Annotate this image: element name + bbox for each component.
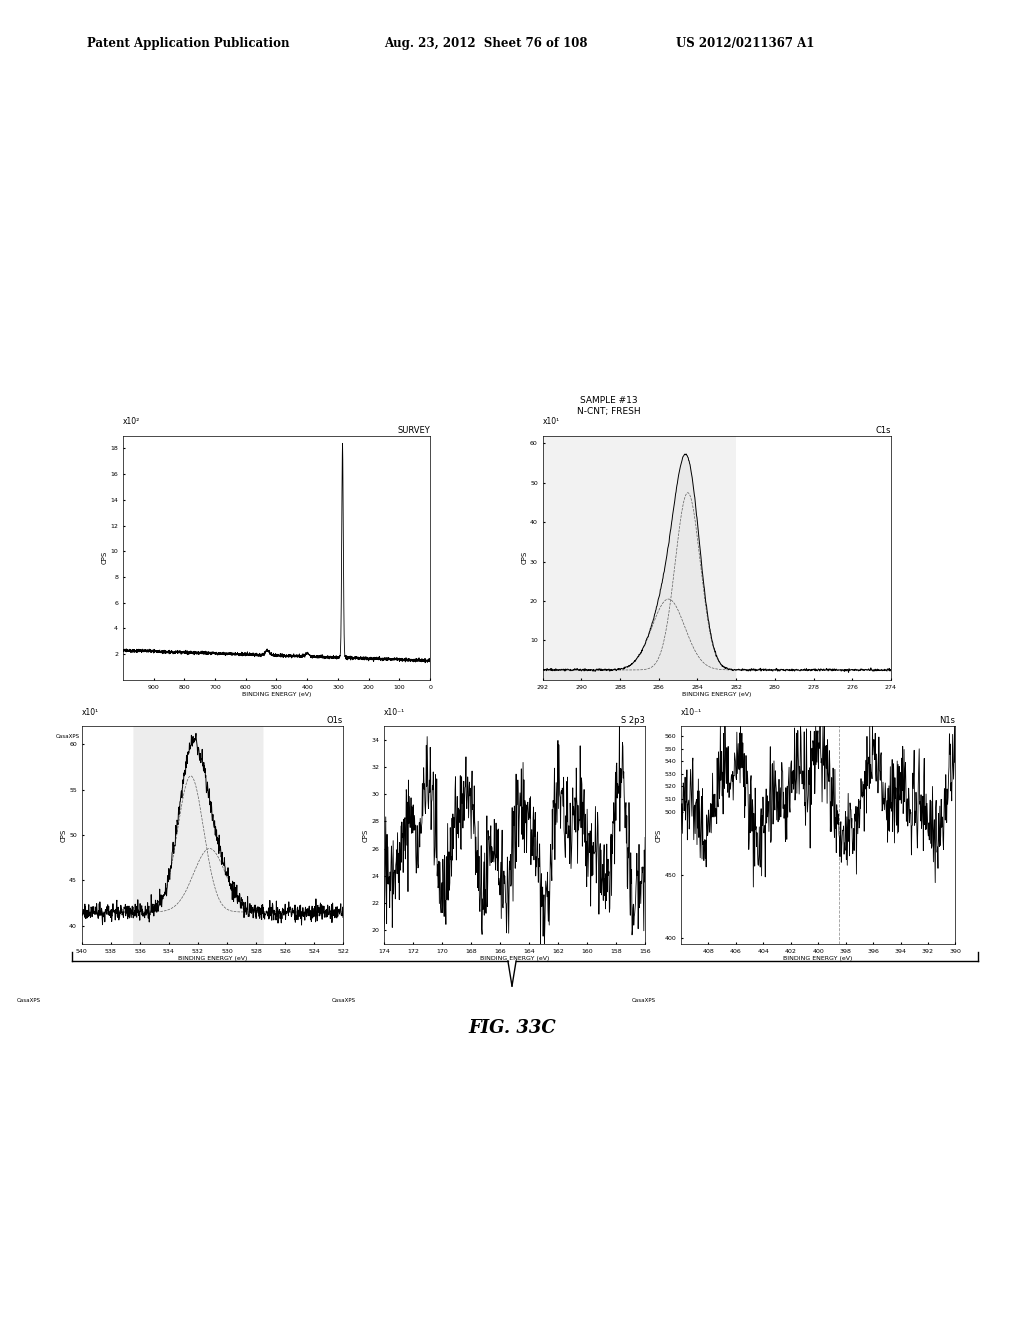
Text: Patent Application Publication: Patent Application Publication [87,37,290,50]
Y-axis label: CPS: CPS [655,828,662,842]
Text: US 2012/0211367 A1: US 2012/0211367 A1 [676,37,814,50]
Text: x10¹: x10¹ [543,417,560,426]
Text: CasaXPS: CasaXPS [632,998,655,1003]
Text: SAMPLE #13
N-CNT; FRESH: SAMPLE #13 N-CNT; FRESH [578,396,641,416]
Text: CasaXPS: CasaXPS [16,998,41,1003]
Text: x10⁻¹: x10⁻¹ [384,709,406,717]
Y-axis label: CPS: CPS [521,550,527,565]
X-axis label: BINDING ENERGY (eV): BINDING ENERGY (eV) [178,957,247,961]
Y-axis label: CPS: CPS [60,828,67,842]
Y-axis label: CPS: CPS [362,828,369,842]
Text: Aug. 23, 2012  Sheet 76 of 108: Aug. 23, 2012 Sheet 76 of 108 [384,37,588,50]
Text: O1s: O1s [327,717,343,725]
X-axis label: BINDING ENERGY (eV): BINDING ENERGY (eV) [682,693,752,697]
X-axis label: BINDING ENERGY (eV): BINDING ENERGY (eV) [480,957,549,961]
Text: x10¹: x10¹ [82,709,99,717]
Text: C1s: C1s [876,426,891,434]
Text: FIG. 33C: FIG. 33C [468,1019,556,1038]
Text: N1s: N1s [939,717,955,725]
Text: CasaXPS: CasaXPS [55,734,80,738]
Text: x10²: x10² [123,417,140,426]
Text: x10⁻¹: x10⁻¹ [681,709,702,717]
Text: S 2p3: S 2p3 [622,717,645,725]
Text: CasaXPS: CasaXPS [332,998,356,1003]
Text: CasaXPS: CasaXPS [494,734,518,738]
Y-axis label: CPS: CPS [101,550,108,565]
X-axis label: BINDING ENERGY (eV): BINDING ENERGY (eV) [242,693,311,697]
X-axis label: BINDING ENERGY (eV): BINDING ENERGY (eV) [783,957,853,961]
Text: SURVEY: SURVEY [397,426,430,434]
